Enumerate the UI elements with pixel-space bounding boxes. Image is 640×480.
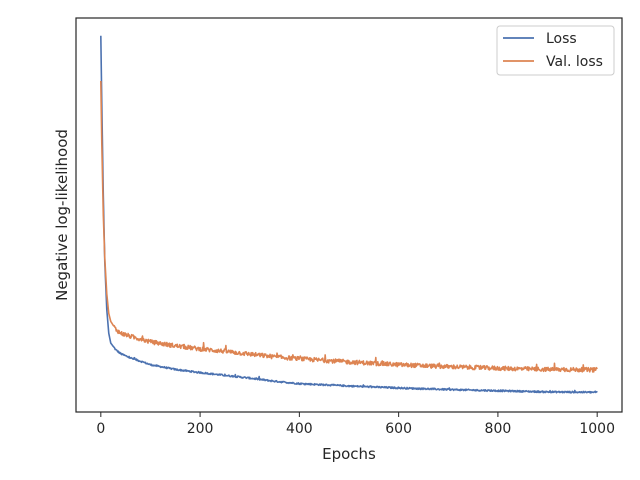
series-line-val-loss: [100, 81, 598, 373]
x-tick-label: 400: [286, 421, 313, 437]
legend: Loss Val. loss: [496, 25, 615, 76]
x-tick-label: 600: [385, 421, 412, 437]
x-tick-label: 1000: [579, 421, 615, 437]
axes-frame: [75, 17, 623, 413]
x-tick-label: 0: [96, 421, 105, 437]
x-tick-label: 200: [187, 421, 214, 437]
series-line-loss: [100, 35, 598, 394]
x-axis-label: Epochs: [322, 445, 376, 463]
legend-label-loss: Loss: [546, 31, 577, 47]
x-axis-ticks: 0 200 400 600 800 1000: [96, 412, 615, 437]
y-axis-label: Negative log-likelihood: [53, 129, 71, 301]
x-tick-label: 800: [485, 421, 512, 437]
legend-label-val-loss: Val. loss: [546, 54, 603, 70]
